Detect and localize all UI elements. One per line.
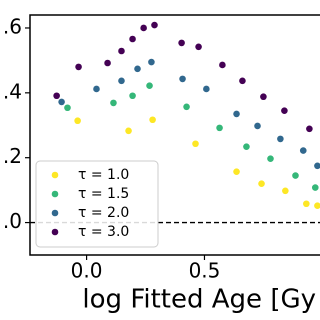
data-point — [148, 58, 155, 66]
data-point — [178, 39, 185, 47]
data-point — [179, 75, 186, 83]
x-tick-label: 0.5 — [189, 259, 221, 283]
data-point — [299, 147, 307, 154]
data-point — [311, 184, 319, 191]
y-tick-label: .2 — [3, 144, 22, 168]
data-point — [118, 77, 125, 85]
legend-label: τ = 1.0 — [78, 167, 129, 183]
data-point — [277, 135, 284, 143]
data-point — [314, 162, 320, 170]
data-point — [140, 24, 147, 32]
data-point — [195, 43, 202, 51]
data-point — [110, 99, 117, 107]
data-point — [258, 180, 265, 187]
x-tick-label: 0.0 — [71, 259, 103, 283]
data-point — [129, 35, 136, 43]
data-point — [303, 200, 310, 208]
data-point — [53, 92, 60, 100]
data-point — [183, 103, 190, 111]
data-point — [146, 82, 153, 90]
legend-marker — [51, 209, 59, 217]
data-point — [134, 65, 141, 73]
data-point — [104, 59, 111, 67]
data-point — [233, 110, 240, 118]
data-point — [125, 127, 132, 135]
data-point — [243, 143, 250, 150]
data-point — [281, 107, 288, 114]
data-point — [75, 63, 82, 71]
legend-label: τ = 1.5 — [78, 186, 129, 202]
data-point — [254, 122, 261, 130]
data-point — [192, 140, 199, 148]
data-point — [306, 125, 313, 133]
y-tick-label: .4 — [3, 79, 22, 103]
data-point — [203, 85, 210, 93]
plot-frame — [29, 14, 320, 256]
data-point — [239, 77, 246, 85]
legend-label: τ = 2.0 — [78, 205, 129, 221]
data-point — [93, 85, 100, 93]
y-tick-label: .6 — [3, 14, 22, 38]
data-point — [260, 93, 267, 101]
legend-marker — [51, 228, 59, 236]
legend-box — [35, 160, 159, 248]
data-point — [151, 21, 158, 29]
y-tick-label: .0 — [3, 209, 22, 233]
data-point — [219, 61, 226, 69]
legend-label: τ = 3.0 — [78, 224, 129, 240]
data-point — [64, 104, 71, 112]
data-point — [58, 98, 65, 106]
data-point — [129, 92, 136, 100]
data-point — [118, 47, 125, 55]
legend-marker — [51, 171, 59, 179]
data-point — [233, 168, 240, 175]
data-point — [216, 124, 223, 132]
data-point — [282, 187, 289, 195]
x-axis-label: log Fitted Age [Gy — [82, 285, 316, 315]
data-point — [267, 155, 274, 162]
data-point — [74, 117, 81, 125]
data-point — [149, 116, 156, 124]
legend-marker — [51, 190, 59, 198]
legend: τ = 1.0 τ = 1.5 τ = 2.0 τ = 3.0 — [35, 160, 159, 248]
data-point — [292, 172, 299, 179]
data-point — [314, 202, 320, 210]
